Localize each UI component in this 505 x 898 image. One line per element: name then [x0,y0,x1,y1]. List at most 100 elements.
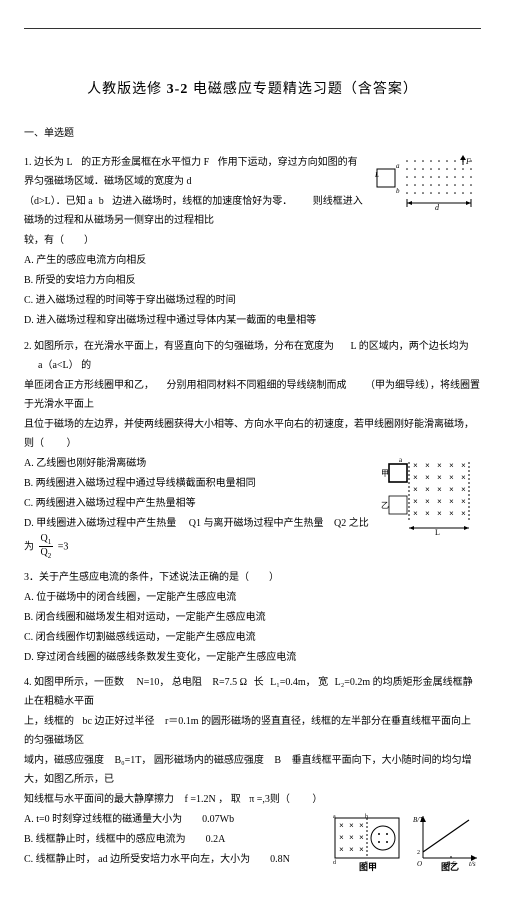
title-number: 3-2 [167,82,189,97]
svg-text:×: × [461,510,466,519]
svg-text:×: × [413,498,418,507]
q1-optA: A. 产生的感应电流方向相反 [24,251,481,270]
svg-text:×: × [425,510,430,519]
svg-text:×: × [425,486,430,495]
q4-text: 4. 如图甲所示，一匝数 [24,677,124,688]
q2-text: 分别用相同材料不同粗细的导线绕制而成 [167,380,347,391]
svg-text:甲: 甲 [381,469,389,478]
svg-text:×: × [349,846,354,855]
svg-text:B/T: B/T [413,816,424,824]
svg-text:L: L [435,528,440,536]
q2-text: ） [67,438,77,449]
figure-q1: a b L F d [371,153,481,211]
svg-text:×: × [437,510,442,519]
q4-text: 边正好过半径 [94,716,154,727]
q2-text: 且位于磁场的左边界，并使两线圈获得大小相等、方向水平向右的初速度，若甲线圈刚好能… [24,419,474,449]
svg-text:×: × [449,498,454,507]
svg-text:O: O [417,860,422,868]
svg-text:×: × [461,462,466,471]
q1-text: 边进入磁场时，线框的加速度恰好为零． [112,196,292,207]
figure-q4: ××× ××× ××× ab dc 图甲 B/T t/s O 2 0.6 图乙 [331,812,481,872]
svg-text:×: × [449,486,454,495]
svg-text:×: × [349,834,354,843]
svg-text:×: × [339,822,344,831]
section-heading: 一、单选题 [24,124,481,143]
q4-L1: L₁=0.4m， [270,677,316,688]
top-rule [24,28,481,29]
q4-text: 圆形磁场内的磁感应强度 [154,755,264,766]
title-prefix: 人教版选修 [87,82,162,97]
svg-text:×: × [425,474,430,483]
svg-text:×: × [413,510,418,519]
fraction-icon: Q1Q2 [39,533,54,561]
q1-optB: B. 所受的安培力方向相反 [24,271,481,290]
svg-text:×: × [425,498,430,507]
q3-optC: C. 闭合线圈作切割磁感线运动，一定能产生感应电流 [24,628,481,647]
svg-text:×: × [437,498,442,507]
page-title: 人教版选修 3-2 电磁感应专题精选习题（含答案） [24,77,481,104]
figure-q2: ××××× ××××× ××××× ××××× ××××× 甲 a 乙 L [379,458,481,536]
svg-text:×: × [359,822,364,831]
q2-a: a（a<L） [38,360,79,371]
svg-text:×: × [339,834,344,843]
svg-text:d: d [435,203,440,211]
svg-text:×: × [449,462,454,471]
q1-F: F [204,157,216,168]
svg-text:a: a [399,458,403,464]
q4-N: N=10， [137,677,170,688]
svg-text:d: d [333,860,336,866]
svg-text:b: b [365,814,368,820]
q3-stem: 3．关于产生感应电流的条件，下述说法正确的是（ ） [24,568,481,587]
svg-text:×: × [359,846,364,855]
q3-optB: B. 闭合线圈和磁场发生相对运动，一定能产生感应电流 [24,608,481,627]
svg-text:a: a [396,162,400,170]
q4-text: 宽 [318,677,328,688]
q2-text: 2. 如图所示，在光滑水平面上，有竖直向下的匀强磁场，分布在宽度为 [24,341,334,352]
svg-text:×: × [437,486,442,495]
q4-text: 长 [254,677,264,688]
svg-text:×: × [413,474,418,483]
svg-text:图甲: 图甲 [359,862,377,872]
q4-text: 知线框与水平面间的最大静摩擦力 [24,794,174,805]
question-3: 3．关于产生感应电流的条件，下述说法正确的是（ ） A. 位于磁场中的闭合线圈，… [24,568,481,667]
svg-text:×: × [461,486,466,495]
svg-text:F: F [465,157,471,166]
svg-text:×: × [425,462,430,471]
title-rest: 电磁感应专题精选习题（含答案） [193,82,418,97]
q2-text: 的 [81,360,91,371]
q4-L2: L₂=0.2m [335,677,371,688]
q1-ab: ab [88,196,109,207]
svg-text:×: × [413,486,418,495]
q2-L: L [351,341,357,352]
q1-text: 较，有（ ） [24,231,481,250]
q4-R: R=7.5 Ω [212,677,247,688]
svg-text:×: × [349,822,354,831]
svg-text:a: a [333,814,336,820]
q1-optD: D. 进入磁场过程和穿出磁场过程中通过导体内某一截面的电量相等 [24,311,481,330]
q2-text: 的区域内，两个边长均为 [359,341,469,352]
svg-text:乙: 乙 [381,501,389,510]
q4-text: 域内，磁感应强度 [24,755,104,766]
svg-text:t/s: t/s [469,860,476,868]
svg-text:×: × [339,846,344,855]
svg-text:×: × [437,474,442,483]
question-4: 4. 如图甲所示，一匝数 N=10， 总电阻 R=7.5 Ω 长 L₁=0.4m… [24,673,481,872]
q3-optD: D. 穿过闭合线圈的磁感线条数发生变化，一定能产生感应电流 [24,648,481,667]
svg-text:×: × [413,462,418,471]
svg-text:L: L [374,171,379,179]
svg-text:×: × [449,474,454,483]
q4-pi: π =,3则（ [249,794,290,805]
svg-text:×: × [359,834,364,843]
q4-text: 上，线框的 [24,716,74,727]
svg-text:2: 2 [417,850,420,856]
q1-text: 的正方形金属框在水平恒力 [81,157,201,168]
q2-text: 单匝闭合正方形线圈甲和乙， [24,380,154,391]
q4-f: f =1.2N ， [185,794,229,805]
q1-text: 1. 边长为 [24,157,64,168]
question-1: a b L F d 1. 边长为 L 的正方形金属框在水平恒力 F 作用下运动，… [24,153,481,331]
q1-text: （d>L）．已知 [24,196,86,207]
q4-text: 取 [231,794,241,805]
svg-text:×: × [461,474,466,483]
svg-text:b: b [396,187,400,195]
q1-d: d [187,176,198,187]
